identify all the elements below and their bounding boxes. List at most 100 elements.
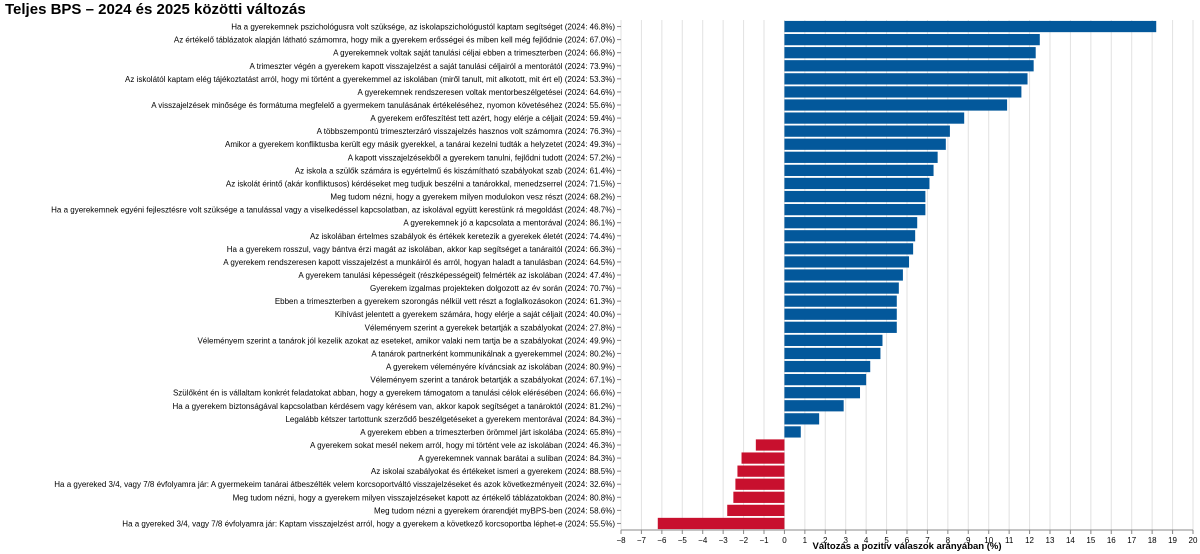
bar [784,138,946,150]
category-label: A többszempontú trimeszterzáró visszajel… [317,127,616,136]
bar [755,439,785,451]
bar [784,112,965,124]
bar [784,73,1028,85]
category-label: Véleményem szerint a tanárok jól kezelik… [197,336,615,345]
x-tick-label: 18 [1148,536,1157,545]
bar [733,491,785,503]
bar [784,321,897,333]
x-tick-label: 5 [884,536,889,545]
x-tick-label: −2 [739,536,749,545]
bar [784,151,938,163]
x-tick-label: 19 [1168,536,1177,545]
category-label: Gyerekem izgalmas projekteken dolgozott … [370,284,615,293]
bar [784,217,918,229]
category-label: A kapott visszajelzésekből a gyerekem ta… [348,153,616,162]
category-label: Az iskolában értelmes szabályok és érték… [310,232,615,241]
category-label: Ha a gyerekemnek egyéni fejlesztésre vol… [51,206,615,215]
x-tick-label: 7 [925,536,930,545]
bar [784,164,934,177]
bar [784,230,916,242]
x-tick-label: 2 [823,536,828,545]
bar [784,47,1036,59]
category-label: A gyerekem sokat mesél nekem arról, hogy… [310,441,615,450]
bar [784,282,899,294]
bar [784,347,881,360]
x-tick-label: −7 [637,536,647,545]
x-axis: −8 −7 −6 −5 −4 −3 −2 −1 0 1 2 3 4 5 6 7 8 9 10 11 12 13 14 15 16… [616,529,1198,545]
category-label: A trimeszter végén a gyerekem kapott vis… [249,62,615,71]
bar [784,413,820,425]
category-label: Ha a gyereked 3/4, vagy 7/8 évfolyamra j… [122,519,615,528]
category-label: Az iskolai szabályokat és értékeket isme… [371,467,615,476]
category-label: Meg tudom nézni a gyerekem órarendjét my… [374,506,615,515]
category-label: Véleményem szerint a tanárok betartják a… [370,376,615,385]
x-axis-label: Változás a pozitív válaszok arányában (%… [812,541,1001,552]
category-label: A visszajelzések minősége és formátuma m… [151,101,615,110]
category-label: Ha a gyerekem biztonságával kapcsolatban… [173,402,616,411]
bar [784,177,930,190]
bars [657,20,1157,530]
category-label: Kihívást jelentett a gyerekem számára, h… [335,310,615,319]
category-label: Az iskolát érintő (akár konfliktusos) ké… [226,179,615,188]
bar [657,517,785,530]
x-tick-label: 1 [803,536,808,545]
bar [784,426,801,438]
x-tick-label: 16 [1107,536,1116,545]
category-label: A gyerekemnek rendszeresen voltak mentor… [358,88,616,97]
x-tick-label: −8 [616,536,626,545]
bar [784,125,950,137]
bar [735,478,785,490]
category-label: Ebben a trimeszterben a gyerekem szorong… [275,297,616,306]
category-label: Az iskolától kaptam elég tájékoztatást a… [125,75,615,84]
bar [784,243,914,255]
x-tick-label: −6 [657,536,667,545]
category-label: Legalább kétszer tartottunk szerződő bes… [285,415,615,424]
category-label: Ha a gyerekem rosszul, vagy bántva érzi … [227,245,616,254]
bar [784,60,1034,72]
bar [784,295,897,307]
category-label: A gyerekem rendszeresen kapott visszajel… [223,258,615,267]
category-label: A gyerekem erőfeszítést tett azért, hogy… [370,114,615,123]
bar [784,334,883,347]
bar [784,373,867,386]
category-label: A gyerekem véleményére kíváncsiak az isk… [386,363,615,372]
x-tick-label: −3 [719,536,729,545]
category-label: Szülőként én is vállaltam konkrét felada… [173,389,615,398]
x-tick-label: 10 [984,536,993,545]
category-label: A gyerekem tanulási képességeit (részkép… [298,271,615,280]
category-label: A gyerekemnek vannak barátai a suliban (… [418,454,615,463]
x-tick-label: 12 [1025,536,1034,545]
category-label: Meg tudom nézni, hogy a gyerekem milyen … [233,493,616,502]
bar [784,269,903,281]
bar [741,452,785,464]
x-tick-label: 3 [843,536,848,545]
x-tick-label: 14 [1066,536,1075,545]
bar [784,203,926,216]
x-tick-label: −1 [759,536,769,545]
x-tick-label: 11 [1005,536,1014,545]
bar [784,99,1008,111]
category-label: Amikor a gyerekem konfliktusba került eg… [225,140,615,149]
category-label: A gyerekem ebben a trimeszterben örömmel… [360,428,615,437]
category-label: Az iskola a szülők számára is egyértelmű… [295,166,615,175]
category-label: A gyerekemnek jó a kapcsolata a mentoráv… [403,219,615,228]
x-tick-label: 9 [966,536,971,545]
bar [784,360,871,373]
x-tick-label: 20 [1189,536,1198,545]
bar [784,20,1157,33]
category-label: Ha a gyerekemnek pszichológusra volt szü… [231,23,615,32]
bar [784,308,897,320]
bar [727,504,785,517]
x-tick-label: 4 [864,536,869,545]
category-labels: Ha a gyerekemnek pszichológusra volt szü… [51,23,621,528]
bar [737,465,785,477]
category-label: Az értékelő táblázatok alapján látható s… [174,36,615,45]
chart-title: Teljes BPS – 2024 és 2025 közötti változ… [5,1,306,18]
category-label: Meg tudom nézni, hogy a gyerekem milyen … [330,193,615,202]
bar [784,86,1022,98]
bar [784,400,844,412]
bar [784,387,861,399]
x-tick-label: −4 [698,536,708,545]
bar [784,33,1040,46]
